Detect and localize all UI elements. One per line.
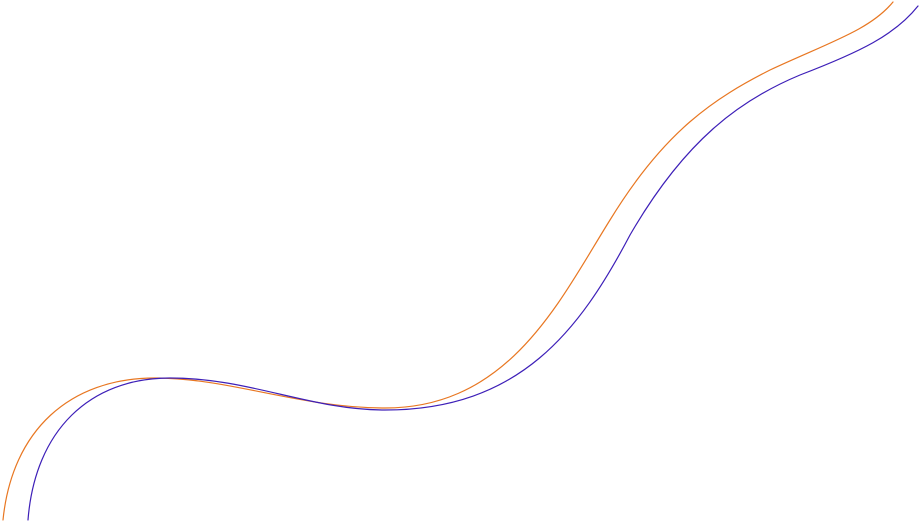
orange-curve	[2, 1, 894, 521]
blue-curve	[27, 5, 919, 521]
